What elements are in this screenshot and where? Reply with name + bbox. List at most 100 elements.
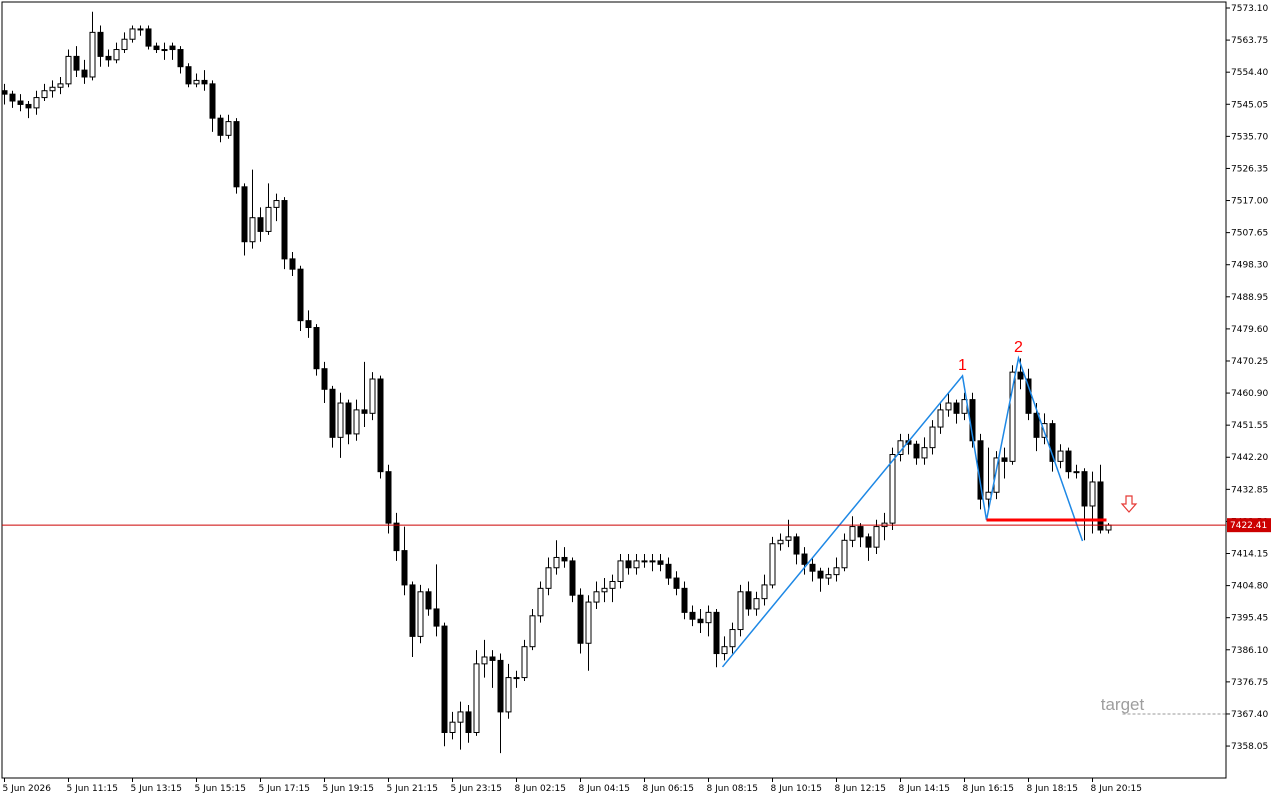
current-price-box bbox=[1227, 518, 1271, 533]
candle-body bbox=[321, 368, 328, 390]
current-price-label: 7422.41 bbox=[1230, 521, 1267, 531]
candle-body bbox=[857, 526, 864, 538]
candle-body bbox=[481, 656, 488, 665]
y-tick-label: 7573.10 bbox=[1231, 4, 1268, 14]
candle-body bbox=[1089, 481, 1096, 507]
candle-body bbox=[57, 83, 64, 88]
y-tick-label: 7358.05 bbox=[1231, 742, 1268, 752]
x-tick-label: 5 Jun 13:15 bbox=[131, 784, 182, 794]
candle-body bbox=[585, 601, 592, 644]
candle-body bbox=[137, 28, 144, 31]
x-tick-label: 8 Jun 02:15 bbox=[515, 784, 566, 794]
candle-body bbox=[809, 563, 816, 572]
candle-body bbox=[617, 560, 624, 582]
candle-body bbox=[457, 711, 464, 723]
candle-body bbox=[561, 556, 568, 562]
candle-body bbox=[785, 536, 792, 541]
candle-body bbox=[577, 594, 584, 644]
x-tick-label: 5 Jun 11:15 bbox=[67, 784, 118, 794]
candle-body bbox=[289, 258, 296, 270]
candle-body bbox=[889, 454, 896, 524]
y-tick-label: 7479.60 bbox=[1231, 325, 1268, 335]
candle-body bbox=[817, 570, 824, 579]
candle-body bbox=[313, 327, 320, 370]
y-tick-label: 7442.20 bbox=[1231, 453, 1268, 463]
candle-body bbox=[993, 457, 1000, 493]
candle-body bbox=[753, 598, 760, 610]
candle-body bbox=[337, 402, 344, 438]
candles bbox=[1, 11, 1112, 754]
candle-body bbox=[25, 103, 32, 109]
candle-body bbox=[49, 86, 56, 92]
candle-body bbox=[497, 659, 504, 713]
candle-body bbox=[185, 66, 192, 85]
candle-body bbox=[329, 388, 336, 438]
candle-body bbox=[937, 409, 944, 428]
candle-body bbox=[153, 45, 160, 51]
candle-body bbox=[401, 550, 408, 586]
candle-body bbox=[953, 402, 960, 414]
y-tick-label: 7451.55 bbox=[1231, 421, 1268, 431]
candle-body bbox=[73, 55, 80, 71]
x-tick-label: 5 Jun 21:15 bbox=[387, 784, 438, 794]
candle-body bbox=[929, 426, 936, 449]
y-tick-label: 7498.30 bbox=[1231, 261, 1268, 271]
candle-body bbox=[465, 711, 472, 733]
candle-body bbox=[513, 677, 520, 680]
candle-body bbox=[9, 93, 16, 102]
candle-body bbox=[297, 268, 304, 322]
candle-body bbox=[825, 574, 832, 579]
candle-body bbox=[521, 646, 528, 679]
candle-body bbox=[273, 200, 280, 208]
y-tick-label: 7386.10 bbox=[1231, 646, 1268, 656]
candle-body bbox=[193, 79, 200, 85]
candle-body bbox=[1097, 481, 1104, 531]
candle-body bbox=[1033, 412, 1040, 438]
y-tick-label: 7563.75 bbox=[1231, 36, 1268, 46]
candle-body bbox=[209, 83, 216, 119]
candle-body bbox=[745, 591, 752, 610]
signal-arrow bbox=[1120, 495, 1138, 513]
candle-body bbox=[1057, 450, 1064, 462]
candle-body bbox=[505, 677, 512, 713]
candle-body bbox=[81, 69, 88, 78]
x-tick-label: 5 Jun 23:15 bbox=[451, 784, 502, 794]
candle-body bbox=[1049, 423, 1056, 462]
candle-body bbox=[161, 49, 168, 52]
candle-body bbox=[849, 526, 856, 541]
candle-body bbox=[1105, 524, 1112, 531]
candle-body bbox=[529, 615, 536, 648]
candle-body bbox=[1065, 450, 1072, 473]
candle-body bbox=[241, 186, 248, 243]
candle-body bbox=[633, 560, 640, 569]
candle-body bbox=[729, 629, 736, 648]
candle-body bbox=[545, 567, 552, 589]
candle-body bbox=[921, 447, 928, 459]
candle-body bbox=[345, 402, 352, 435]
candle-body bbox=[841, 539, 848, 569]
candle-body bbox=[409, 584, 416, 637]
candle-body bbox=[833, 567, 840, 576]
x-tick-label: 8 Jun 14:15 bbox=[899, 784, 950, 794]
candle-body bbox=[433, 608, 440, 627]
y-tick-label: 7535.70 bbox=[1231, 132, 1268, 142]
candle-body bbox=[201, 79, 208, 85]
candle-body bbox=[17, 100, 24, 105]
x-tick-label: 8 Jun 06:15 bbox=[643, 784, 694, 794]
candle-body bbox=[665, 563, 672, 579]
y-tick-label: 7507.65 bbox=[1231, 229, 1268, 239]
candle-body bbox=[913, 443, 920, 459]
candle-body bbox=[177, 49, 184, 68]
candle-body bbox=[361, 409, 368, 414]
candle-body bbox=[249, 217, 256, 243]
candle-body bbox=[449, 721, 456, 733]
candle-body bbox=[105, 55, 112, 61]
x-tick-label: 8 Jun 16:15 bbox=[963, 784, 1014, 794]
y-tick-label: 7470.25 bbox=[1231, 357, 1268, 367]
candle-body bbox=[1009, 371, 1016, 462]
candle-body bbox=[489, 656, 496, 661]
candle-body bbox=[417, 591, 424, 637]
candle-body bbox=[713, 611, 720, 655]
